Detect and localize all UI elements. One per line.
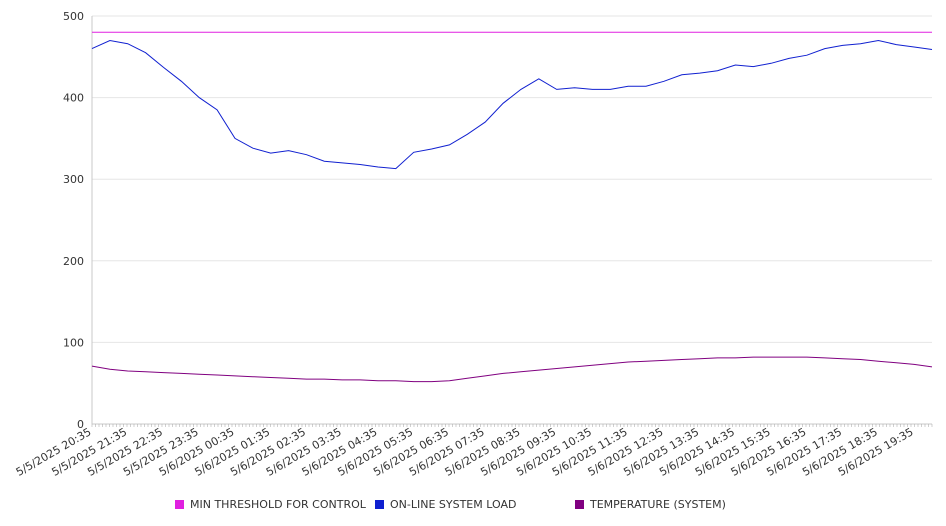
legend-item-system-load[interactable]: ON-LINE SYSTEM LOAD (375, 498, 516, 511)
y-tick-label: 200 (63, 255, 84, 268)
legend-label-min-threshold: MIN THRESHOLD FOR CONTROL (190, 498, 366, 511)
y-tick-label: 0 (77, 418, 84, 431)
legend-label-system-load: ON-LINE SYSTEM LOAD (390, 498, 517, 511)
gridlines (92, 15, 932, 343)
legend-swatch-min-threshold (175, 500, 184, 509)
axes (91, 16, 933, 427)
legend-label-temperature: TEMPERATURE (SYSTEM) (590, 498, 726, 511)
legend-item-min-threshold[interactable]: MIN THRESHOLD FOR CONTROL (175, 498, 366, 511)
series-line-on-line-system-load (91, 39, 933, 170)
legend-swatch-system-load (375, 500, 384, 509)
series-line-temperature-system (91, 356, 933, 383)
legend-swatch-temperature (575, 500, 584, 509)
y-tick-label: 400 (63, 92, 84, 105)
y-tick-label: 500 (63, 10, 84, 23)
legend-item-temperature[interactable]: TEMPERATURE (SYSTEM) (575, 498, 726, 511)
x-axis-ticks: 5/5/2025 20:355/5/2025 21:355/5/2025 22:… (14, 425, 916, 479)
y-axis-ticks: 0 100 200 300 400 500 (63, 10, 84, 431)
legend: MIN THRESHOLD FOR CONTROL ON-LINE SYSTEM… (0, 498, 946, 514)
y-tick-label: 300 (63, 173, 84, 186)
y-tick-label: 100 (63, 336, 84, 349)
series-lines (91, 31, 933, 383)
